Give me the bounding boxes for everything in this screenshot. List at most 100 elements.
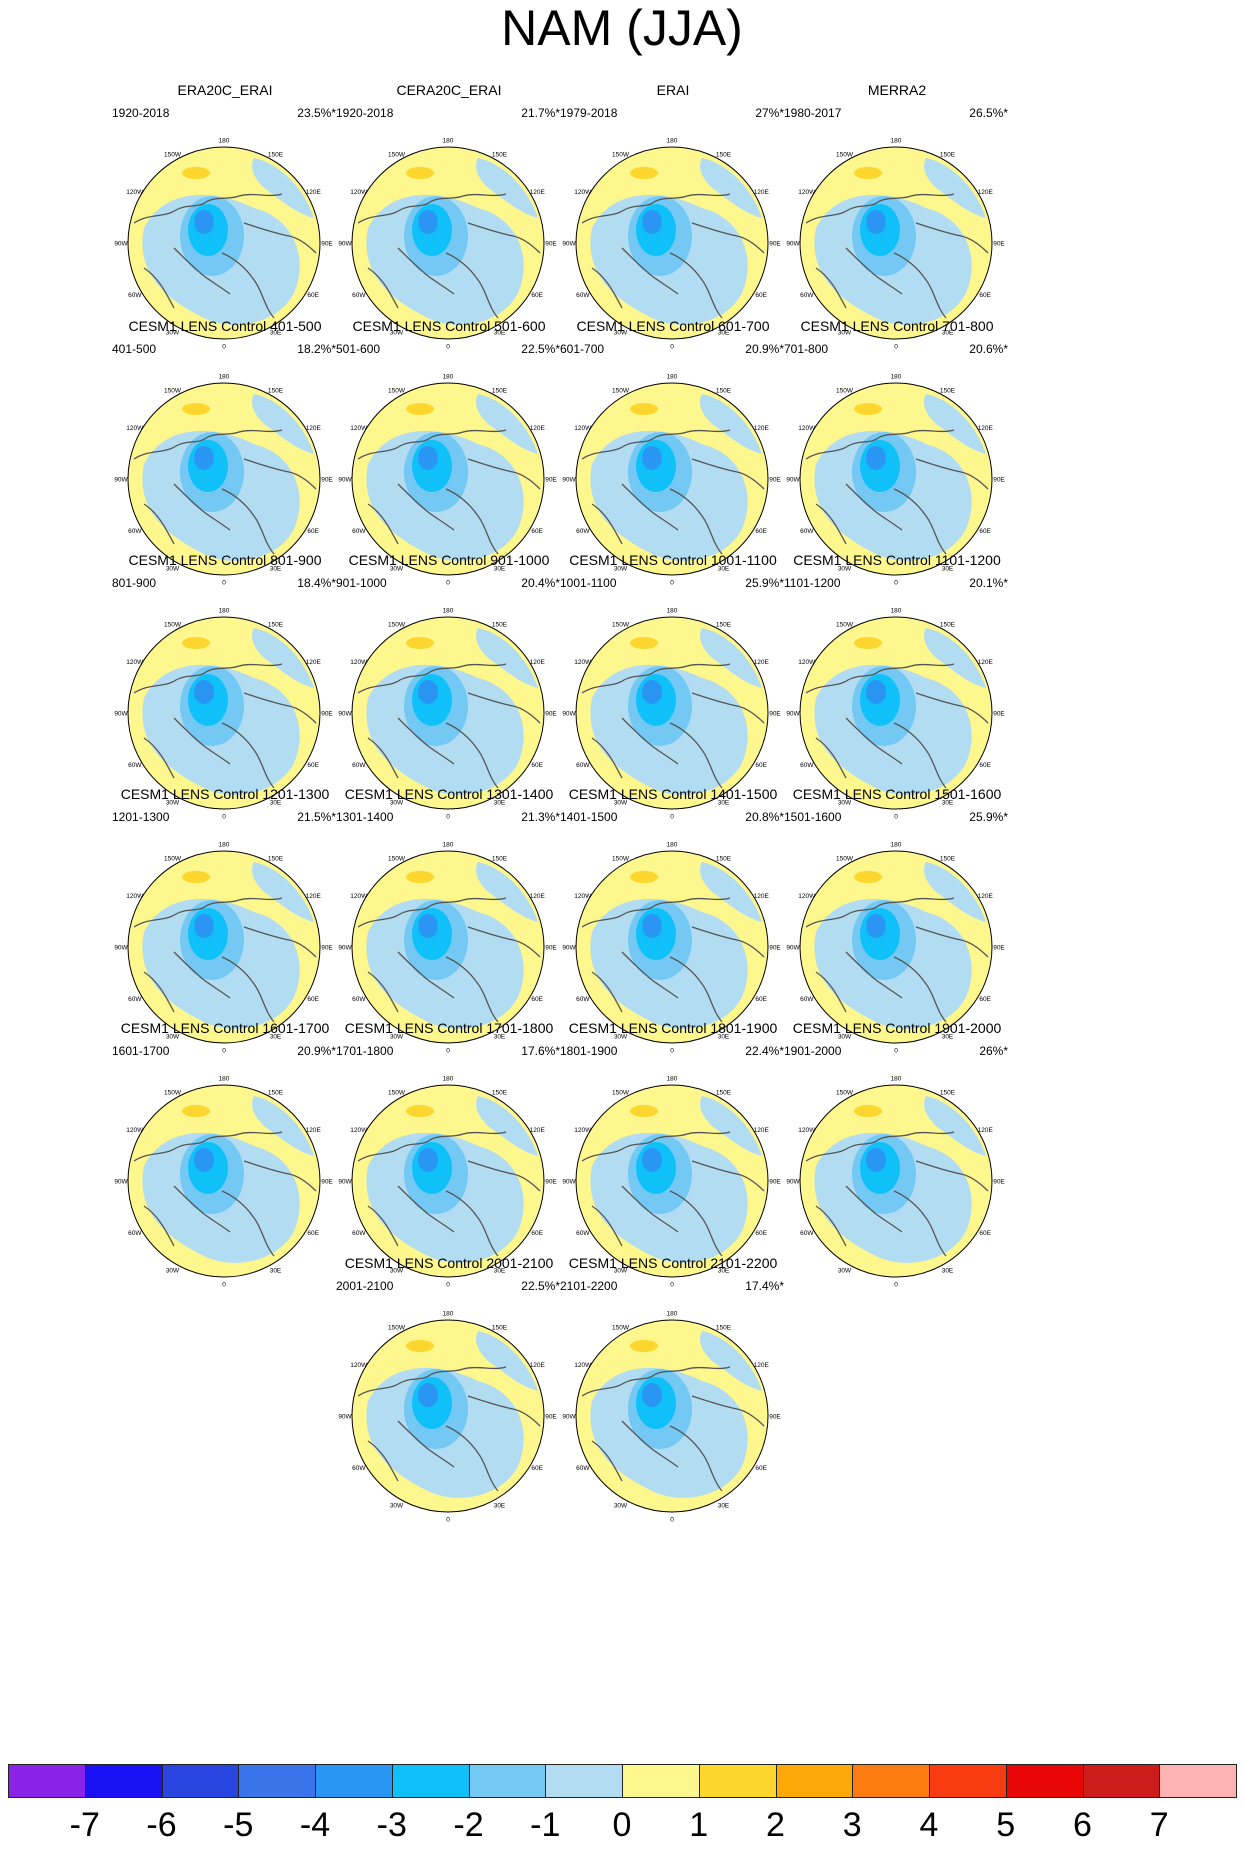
map-panel: CESM1 LENS Control 2101-2200 2101-2200 17.… bbox=[546, 1255, 800, 1525]
longitude-label: 60W bbox=[800, 1230, 814, 1237]
longitude-label: 180 bbox=[891, 1076, 902, 1083]
panel-title: CESM1 LENS Control 1801-1900 bbox=[568, 1020, 778, 1036]
map-boundary bbox=[127, 850, 321, 1044]
longitude-label: 60W bbox=[352, 1230, 366, 1237]
longitude-label: 120E bbox=[754, 659, 770, 666]
longitude-label: 90W bbox=[786, 241, 800, 248]
longitude-label: 120W bbox=[798, 425, 816, 432]
map-boundary bbox=[351, 382, 545, 576]
colorbar-swatch bbox=[8, 1764, 86, 1798]
map-panel: CESM1 LENS Control 601-700 601-700 20.9%* 1… bbox=[546, 318, 800, 588]
longitude-label: 90W bbox=[562, 477, 576, 484]
polar-stereographic-map: 180 150E 120E 90E 60E 30E 0 30W 60W 90W 120W 150W bbox=[562, 1311, 781, 1524]
longitude-label: 0 bbox=[670, 580, 674, 587]
longitude-label: 90E bbox=[545, 241, 557, 248]
polar-core-contour bbox=[642, 680, 662, 704]
longitude-label: 90E bbox=[993, 711, 1005, 718]
longitude-label: 0 bbox=[670, 1048, 674, 1055]
longitude-label: 90E bbox=[769, 1414, 781, 1421]
longitude-label: 0 bbox=[446, 1048, 450, 1055]
longitude-label: 30W bbox=[390, 1268, 404, 1275]
longitude-label: 0 bbox=[446, 814, 450, 821]
longitude-label: 150E bbox=[716, 621, 732, 628]
map-boundary bbox=[575, 146, 769, 340]
longitude-label: 150E bbox=[940, 855, 956, 862]
longitude-label: 60E bbox=[307, 762, 319, 769]
positive-anomaly-patch bbox=[630, 637, 658, 649]
longitude-label: 120E bbox=[978, 893, 994, 900]
longitude-label: 60W bbox=[800, 292, 814, 299]
positive-anomaly-patch bbox=[406, 1105, 434, 1117]
longitude-label: 60E bbox=[979, 1230, 991, 1237]
map-panel: CESM1 LENS Control 1301-1400 1301-1400 21.… bbox=[322, 786, 576, 1056]
longitude-label: 150W bbox=[388, 387, 406, 394]
coastline bbox=[357, 897, 541, 1023]
panel-title: MERRA2 bbox=[867, 82, 927, 98]
longitude-label: 60E bbox=[755, 996, 767, 1003]
longitude-label: 30W bbox=[390, 800, 404, 807]
negative-anomaly-region bbox=[700, 862, 762, 922]
colorbar-swatch bbox=[852, 1764, 930, 1798]
polar-core-contour bbox=[642, 446, 662, 470]
longitude-label: 150W bbox=[612, 1324, 630, 1331]
map-panel: CESM1 LENS Control 1801-1900 1801-1900 22.… bbox=[546, 1020, 800, 1290]
map-boundary bbox=[575, 1319, 769, 1513]
longitude-label: 120W bbox=[574, 189, 592, 196]
longitude-label: 30W bbox=[838, 1268, 852, 1275]
panel-title: CESM1 LENS Control 701-800 bbox=[800, 318, 994, 334]
longitude-label: 30W bbox=[166, 330, 180, 337]
longitude-label: 30E bbox=[270, 800, 282, 807]
map-panel: CERA20C_ERAI 1920-2018 21.7%* 180 150E 120E 90… bbox=[322, 82, 576, 352]
longitude-label: 150W bbox=[612, 1089, 630, 1096]
longitude-label: 180 bbox=[891, 608, 902, 615]
longitude-label: 120W bbox=[350, 1127, 368, 1134]
polar-core-contour bbox=[642, 1383, 662, 1407]
positive-anomaly-patch bbox=[406, 871, 434, 883]
longitude-label: 180 bbox=[891, 138, 902, 145]
longitude-label: 180 bbox=[219, 138, 230, 145]
longitude-label: 0 bbox=[222, 1048, 226, 1055]
panel-period: 2101-2200 bbox=[560, 1279, 618, 1293]
longitude-label: 60E bbox=[755, 528, 767, 535]
map-panel: CESM1 LENS Control 501-600 501-600 22.5%* 1… bbox=[322, 318, 576, 588]
longitude-label: 180 bbox=[219, 842, 230, 849]
coastline bbox=[357, 1366, 541, 1492]
coastline bbox=[805, 193, 989, 319]
colorbar-label: 7 bbox=[1149, 1806, 1169, 1844]
longitude-label: 150W bbox=[612, 855, 630, 862]
longitude-label: 90W bbox=[786, 1179, 800, 1186]
coastline bbox=[581, 663, 765, 789]
map-boundary bbox=[351, 850, 545, 1044]
positive-anomaly-patch bbox=[406, 167, 434, 179]
longitude-label: 120E bbox=[754, 1362, 770, 1369]
longitude-label: 150W bbox=[836, 151, 854, 158]
longitude-label: 150W bbox=[164, 1089, 182, 1096]
map-panel: CESM1 LENS Control 2001-2100 2001-2100 22.… bbox=[322, 1255, 576, 1525]
longitude-label: 150E bbox=[940, 621, 956, 628]
panel-title: CESM1 LENS Control 1301-1400 bbox=[344, 786, 554, 802]
panel-period: 1701-1800 bbox=[336, 1044, 394, 1058]
longitude-label: 120W bbox=[798, 189, 816, 196]
longitude-label: 30W bbox=[838, 800, 852, 807]
negative-anomaly-region bbox=[476, 1096, 538, 1156]
longitude-label: 120E bbox=[754, 189, 770, 196]
longitude-label: 120E bbox=[306, 1127, 322, 1134]
longitude-label: 90W bbox=[338, 241, 352, 248]
panel-period: 1920-2018 bbox=[336, 106, 394, 120]
longitude-label: 90E bbox=[769, 711, 781, 718]
map-boundary bbox=[575, 616, 769, 810]
longitude-label: 60E bbox=[531, 996, 543, 1003]
coastline bbox=[805, 897, 989, 1023]
longitude-label: 30E bbox=[494, 566, 506, 573]
positive-anomaly-patch bbox=[182, 1105, 210, 1117]
panel-period: 1801-1900 bbox=[560, 1044, 618, 1058]
polar-stereographic-map: 180 150E 120E 90E 60E 30E 0 30W 60W 90W 120W 150W bbox=[114, 608, 333, 821]
panel-title: ERAI bbox=[656, 82, 690, 98]
coastline bbox=[581, 193, 765, 319]
longitude-label: 150E bbox=[492, 151, 508, 158]
coastline bbox=[357, 1131, 541, 1257]
negative-anomaly-region bbox=[924, 1096, 986, 1156]
longitude-label: 90E bbox=[545, 477, 557, 484]
colorbar-swatch bbox=[698, 1764, 777, 1798]
polar-stereographic-map: 180 150E 120E 90E 60E 30E 0 30W 60W 90W 120W 150W bbox=[786, 138, 1005, 351]
